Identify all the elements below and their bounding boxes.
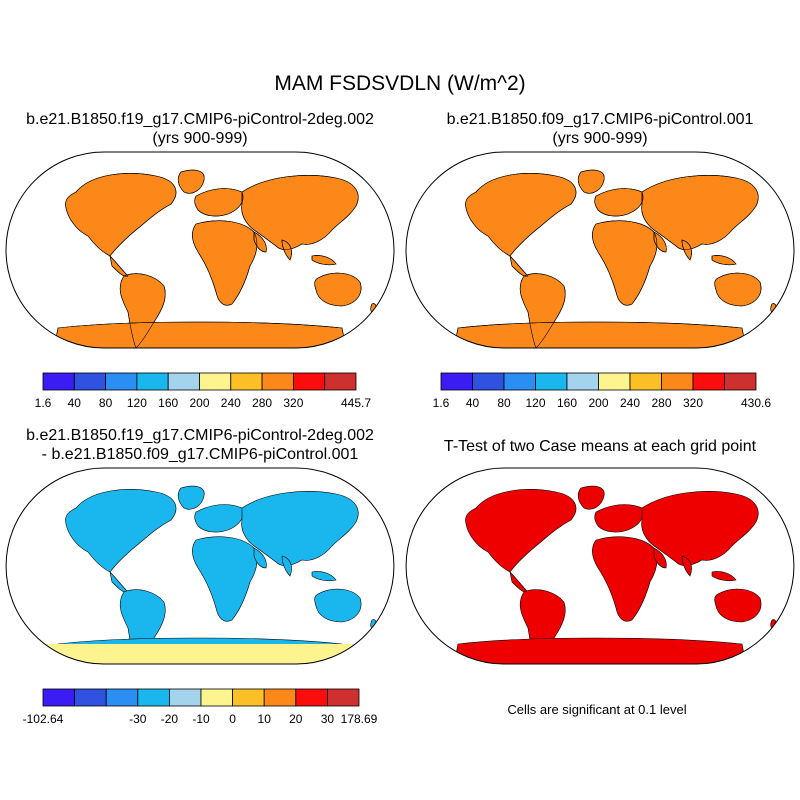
colorbar-box (724, 372, 757, 391)
colorbar-box (168, 688, 202, 707)
colorbar-tick-label: 80 (99, 396, 113, 410)
colorbar-box (74, 688, 107, 707)
colorbar-box (692, 372, 725, 391)
colorbar-box (200, 688, 234, 707)
colorbar-tick-label: -10 (192, 712, 210, 726)
figure-title: MAM FSDSVDLN (W/m^2) (274, 72, 526, 95)
colorbar-box (503, 372, 536, 391)
colorbar-box (42, 372, 75, 391)
colorbar-box (324, 372, 357, 391)
colorbar-box (292, 372, 326, 391)
colorbar-tick-label: 1.6 (35, 396, 52, 410)
colorbar-box (167, 372, 200, 391)
colorbar-tick-label: 320 (683, 396, 703, 410)
colorbar-panel-1: 1.6 40 80 120 160 200 240 280 320 445.7 (35, 372, 371, 410)
colorbar-box (326, 688, 360, 707)
colorbar-tick-label: 240 (620, 396, 640, 410)
colorbar-panel-2: 1.6 40 80 120 160 200 240 280 320 430.6 (433, 372, 771, 410)
panel1-subtitle: (yrs 900-999) (152, 130, 248, 147)
colorbar-tick-label: 280 (252, 396, 272, 410)
colorbar-box (661, 372, 694, 391)
colorbar-box (263, 688, 297, 707)
map-panel-4 (405, 467, 795, 665)
colorbar-tick-label: 280 (651, 396, 671, 410)
colorbar-box (137, 688, 170, 707)
colorbar-box (566, 372, 599, 391)
colorbar-box (295, 688, 328, 707)
panel2-subtitle: (yrs 900-999) (552, 130, 648, 147)
colorbar-tick-label: 40 (466, 396, 480, 410)
colorbar-box (42, 688, 76, 707)
colorbar-panel-3: -102.64 -30 -20 -10 0 10 20 30 178.69 (23, 688, 378, 726)
colorbar-box (73, 372, 107, 391)
colorbar-tick-label: 240 (221, 396, 241, 410)
colorbar-tick-label: -102.64 (23, 712, 64, 726)
colorbar-tick-label: 445.7 (341, 396, 371, 410)
colorbar-box (629, 372, 662, 391)
colorbar-tick-label: 20 (289, 712, 303, 726)
colorbar-tick-label: 0 (229, 712, 236, 726)
panel3-subtitle: - b.e21.B1850.f09_g17.CMIP6-piControl.00… (41, 446, 359, 463)
colorbar-box (232, 688, 265, 707)
colorbar-box (535, 372, 568, 391)
colorbar-tick-label: -30 (129, 712, 147, 726)
map-panel-3 (5, 467, 395, 665)
colorbar-box (440, 372, 473, 391)
colorbar-box (199, 372, 232, 391)
colorbar-box (261, 372, 294, 391)
colorbar-tick-label: 80 (497, 396, 511, 410)
colorbar-tick-label: 1.6 (433, 396, 450, 410)
colorbar-tick-label: 178.69 (341, 712, 378, 726)
colorbar-tick-label: 320 (283, 396, 303, 410)
colorbar-tick-label: 160 (158, 396, 178, 410)
colorbar-box (105, 372, 138, 391)
colorbar-box (472, 372, 505, 391)
panel2-title: b.e21.B1850.f09_g17.CMIP6-piControl.001 (446, 111, 754, 128)
colorbar-tick-label: 30 (321, 712, 335, 726)
colorbar-tick-label: 200 (588, 396, 608, 410)
colorbar-tick-label: 200 (189, 396, 209, 410)
colorbar-box (230, 372, 263, 391)
colorbar-tick-label: 120 (127, 396, 147, 410)
colorbar-tick-label: 120 (525, 396, 545, 410)
map-panel-2 (405, 151, 795, 349)
panel3-title: b.e21.B1850.f19_g17.CMIP6-piControl-2deg… (26, 427, 374, 444)
colorbar-tick-label: 40 (68, 396, 82, 410)
map-panel-1 (5, 151, 395, 349)
panel4-title: T-Test of two Case means at each grid po… (443, 438, 757, 455)
colorbar-tick-label: -20 (161, 712, 179, 726)
colorbar-box (136, 372, 169, 391)
colorbar-tick-label: 160 (557, 396, 577, 410)
panel1-title: b.e21.B1850.f19_g17.CMIP6-piControl-2deg… (26, 111, 374, 128)
colorbar-tick-label: 430.6 (741, 396, 771, 410)
significance-footnote: Cells are significant at 0.1 level (507, 702, 687, 717)
colorbar-box (598, 372, 631, 391)
colorbar-box (105, 688, 139, 707)
colorbar-tick-label: 10 (258, 712, 272, 726)
